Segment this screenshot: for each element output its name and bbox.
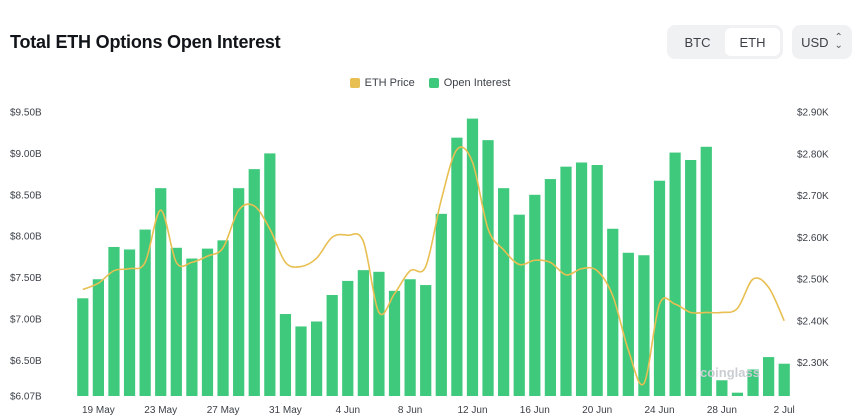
y-left-tick-label: $9.50B: [10, 108, 42, 119]
x-tick-label: 4 Jun: [336, 405, 360, 416]
x-tick-label: 31 May: [269, 405, 302, 416]
open-interest-bar[interactable]: [279, 314, 292, 396]
open-interest-bar[interactable]: [201, 248, 214, 396]
open-interest-bar[interactable]: [77, 298, 89, 396]
currency-select[interactable]: USD ⌃ ⌄: [792, 25, 852, 59]
open-interest-bar[interactable]: [607, 228, 619, 396]
x-tick-label: 16 Jun: [520, 405, 550, 416]
legend-item-open-interest[interactable]: Open Interest: [428, 77, 511, 89]
y-right-tick-label: $2.30K: [797, 358, 829, 369]
y-left-tick-label: $7.00B: [10, 315, 42, 326]
open-interest-bar[interactable]: [139, 229, 151, 396]
open-interest-bar[interactable]: [264, 153, 276, 396]
y-left-tick-label: $7.50B: [10, 273, 42, 284]
open-interest-bar[interactable]: [669, 152, 681, 396]
open-interest-bar[interactable]: [638, 255, 650, 396]
open-interest-bar[interactable]: [233, 188, 245, 396]
x-tick-label: 23 May: [144, 405, 177, 416]
open-interest-bar[interactable]: [342, 280, 354, 396]
legend-swatch-eth-price: [349, 78, 360, 88]
legend-item-eth-price[interactable]: ETH Price: [349, 77, 415, 89]
y-axis-right: $2.30K $2.40K $2.50K $2.60K $2.70K $2.80K $2.9…: [797, 108, 829, 370]
y-right-tick-label: $2.50K: [797, 275, 829, 286]
chart-legend: ETH Price Open Interest: [0, 77, 860, 89]
y-left-tick-label: $8.50B: [10, 190, 42, 201]
open-interest-bar[interactable]: [92, 279, 104, 396]
open-interest-bar[interactable]: [747, 369, 759, 397]
x-tick-label: 28 Jun: [707, 405, 737, 416]
open-interest-bar[interactable]: [575, 162, 588, 396]
open-interest-bar[interactable]: [170, 247, 182, 396]
open-interest-bar[interactable]: [544, 179, 557, 396]
x-tick-label: 24 Jun: [644, 405, 674, 416]
x-axis: 19 May 23 May 27 May 31 May 4 Jun 8 Jun 12 Jun…: [82, 405, 795, 416]
x-tick-label: 12 Jun: [457, 405, 487, 416]
open-interest-bar[interactable]: [716, 380, 728, 396]
x-tick-label: 27 May: [207, 405, 240, 416]
open-interest-bar[interactable]: [388, 290, 401, 396]
x-tick-label: 2 Jul: [774, 405, 795, 416]
open-interest-bar[interactable]: [420, 285, 432, 396]
open-interest-bar[interactable]: [155, 188, 167, 396]
open-interest-bar[interactable]: [310, 321, 323, 396]
watermark: coinglass: [700, 365, 760, 380]
eth-tab[interactable]: ETH: [725, 28, 780, 56]
x-tick-label: 20 Jun: [582, 405, 612, 416]
y-left-tick-label: $6.07B: [10, 392, 42, 403]
open-interest-bar[interactable]: [529, 194, 541, 396]
open-interest-bar[interactable]: [451, 137, 463, 397]
open-interest-bar[interactable]: [123, 249, 136, 396]
currency-value: USD: [801, 34, 829, 50]
open-interest-bar[interactable]: [295, 326, 307, 396]
chevron-updown-icon: ⌃ ⌄: [834, 32, 843, 51]
x-tick-label: 19 May: [82, 405, 115, 416]
y-left-tick-label: $8.00B: [10, 232, 42, 243]
y-axis-left: $6.07B $6.50B $7.00B $7.50B $8.00B $8.50B $9.0…: [10, 108, 42, 403]
open-interest-bar[interactable]: [622, 252, 634, 396]
legend-label-eth-price: ETH Price: [364, 77, 415, 89]
y-left-tick-label: $9.00B: [10, 149, 42, 160]
open-interest-bar[interactable]: [248, 169, 260, 396]
open-interest-bar[interactable]: [700, 146, 712, 396]
open-interest-bar[interactable]: [778, 363, 790, 396]
open-interest-bar[interactable]: [763, 357, 775, 396]
open-interest-bar[interactable]: [482, 140, 494, 396]
open-interest-bar[interactable]: [404, 279, 416, 396]
open-interest-bar[interactable]: [653, 180, 666, 396]
open-interest-bar[interactable]: [357, 270, 369, 396]
open-interest-bar[interactable]: [731, 392, 744, 396]
y-left-tick-label: $6.50B: [10, 356, 42, 367]
legend-label-open-interest: Open Interest: [443, 77, 511, 89]
open-interest-bar[interactable]: [513, 214, 525, 396]
y-right-tick-label: $2.40K: [797, 316, 829, 327]
btc-tab[interactable]: BTC: [684, 34, 711, 50]
open-interest-bar[interactable]: [435, 213, 447, 396]
chart-title: Total ETH Options Open Interest: [10, 32, 281, 52]
open-interest-bar[interactable]: [560, 166, 572, 396]
y-right-tick-label: $2.60K: [797, 233, 829, 244]
y-right-tick-label: $2.90K: [797, 108, 829, 119]
open-interest-bar[interactable]: [373, 271, 385, 396]
x-tick-label: 8 Jun: [398, 405, 422, 416]
open-interest-bar[interactable]: [498, 188, 510, 396]
y-right-tick-label: $2.80K: [797, 149, 829, 160]
open-interest-bar[interactable]: [591, 164, 603, 396]
y-right-tick-label: $2.70K: [797, 191, 829, 202]
legend-swatch-open-interest: [428, 78, 439, 88]
open-interest-bar[interactable]: [326, 294, 338, 396]
open-interest-bar[interactable]: [186, 258, 198, 396]
open-interest-bar[interactable]: [217, 240, 229, 396]
eth-price-line: [82, 146, 785, 386]
asset-toggle: BTC ETH: [667, 25, 783, 59]
open-interest-bar[interactable]: [108, 246, 120, 396]
open-interest-bar[interactable]: [685, 160, 697, 396]
open-interest-bar[interactable]: [466, 118, 479, 397]
bar-group: [77, 118, 790, 397]
